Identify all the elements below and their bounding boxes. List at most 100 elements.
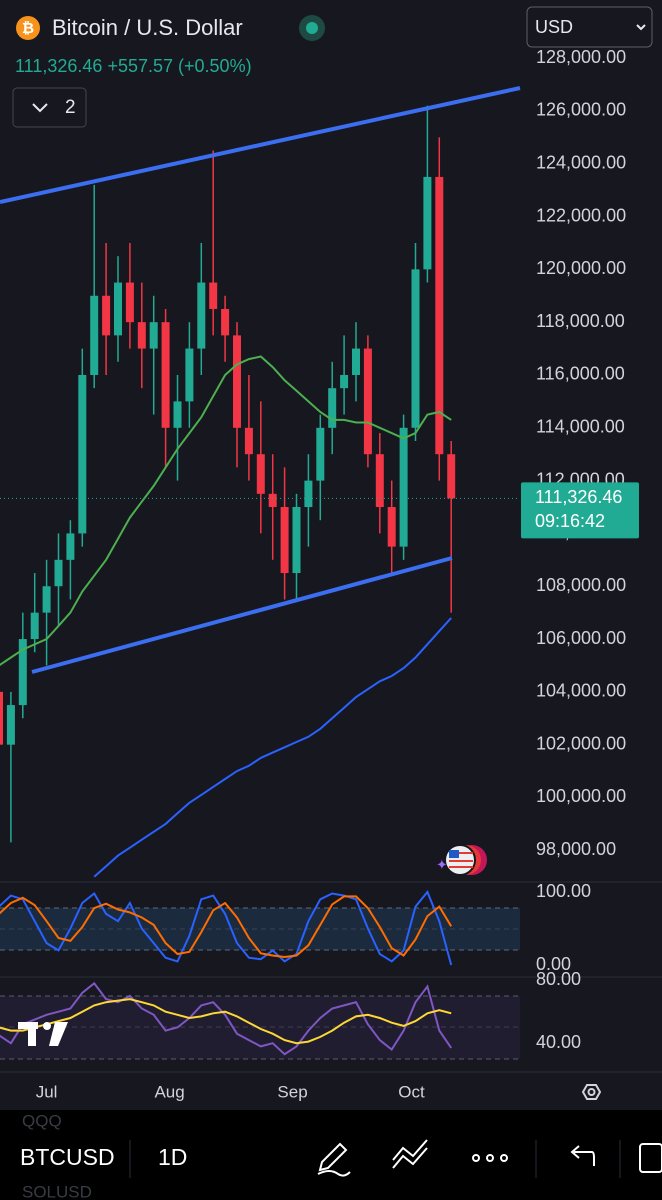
layout-button[interactable]	[639, 1143, 662, 1173]
series-line	[0, 895, 453, 959]
candle-body	[387, 507, 396, 547]
candle-body	[411, 269, 420, 428]
candle-body	[102, 295, 111, 336]
candle-body	[221, 308, 230, 336]
symbol-title: Bitcoin / U.S. Dollar	[52, 15, 243, 40]
candle-body	[375, 454, 384, 508]
y-tick-label: 124,000.00	[536, 152, 626, 172]
candle-body	[447, 454, 456, 499]
y-tick-label: 102,000.00	[536, 733, 626, 753]
y-tick-label: 122,000.00	[536, 205, 626, 225]
candle-body	[244, 427, 253, 455]
series-line	[0, 355, 452, 667]
toolbar-symbol[interactable]: BTCUSD	[20, 1144, 115, 1170]
x-tick-label: Oct	[398, 1082, 425, 1101]
news-icon[interactable]: ✦	[436, 844, 487, 876]
currency-select[interactable]: USD	[526, 6, 653, 48]
bitcoin-icon	[16, 16, 40, 40]
watchlist-ghost: SOLUSD	[22, 1182, 92, 1200]
y-tick-label: 118,000.00	[536, 311, 625, 331]
y-tick-label: 114,000.00	[536, 417, 625, 437]
candle-body	[6, 705, 15, 745]
last-price-label: 111,326.46	[535, 487, 622, 507]
candle-body	[66, 533, 75, 560]
currency-label: USD	[535, 17, 573, 37]
candle-body	[352, 348, 360, 375]
sparkle: ✦	[436, 857, 448, 873]
plot-layer: 98,000.00 100,000.00 102,000.00 104,000.00 1…	[0, 47, 639, 1101]
indicator-count: 2	[65, 97, 76, 118]
toolbar-interval[interactable]: 1D	[158, 1144, 187, 1170]
y-tick-label: 104,000.00	[536, 681, 626, 701]
price-line: 111,326.46 +557.57 (+0.50%)	[15, 56, 252, 76]
series-line	[0, 981, 453, 1056]
candle-body	[304, 480, 313, 508]
candle-body	[137, 322, 146, 349]
undo-button[interactable]	[570, 1145, 595, 1166]
candle-body	[435, 176, 444, 455]
candle-body	[328, 388, 337, 428]
toolbar	[0, 1110, 662, 1200]
last-price: 111,326.46	[15, 56, 102, 76]
logo	[18, 1022, 68, 1046]
y-tick-label: 128,000.00	[536, 47, 626, 67]
x-tick-label: Sep	[277, 1082, 307, 1101]
candle-body	[209, 282, 218, 309]
candle-body	[125, 282, 134, 323]
bitcoin-glyph: ₿	[22, 20, 34, 37]
watchlist-ghost: QQQ	[22, 1111, 62, 1130]
candle-body	[197, 282, 206, 349]
more-button[interactable]	[472, 1154, 508, 1162]
candle-body	[363, 348, 372, 455]
price-change-pct: (+0.50%)	[178, 56, 252, 76]
market-status-dot	[306, 22, 318, 34]
y-tick-label: 98,000.00	[536, 839, 616, 859]
series-line	[0, 998, 452, 1045]
y-tick-label: 0.00	[536, 954, 571, 974]
candle-body	[268, 493, 277, 508]
y-tick-label: 100.00	[536, 881, 591, 901]
y-tick-label: 100,000.00	[536, 786, 626, 806]
settings-button[interactable]	[581, 1084, 602, 1100]
candle-body	[114, 282, 122, 336]
candle-body	[90, 295, 99, 375]
y-tick-label: 126,000.00	[536, 100, 626, 120]
candle-body	[0, 691, 3, 745]
candle-body	[18, 639, 27, 706]
candle-body	[256, 454, 265, 494]
channel-upper-line[interactable]	[0, 86, 521, 204]
candle-body	[280, 507, 289, 574]
y-tick-label: 120,000.00	[536, 258, 626, 278]
candle-body	[30, 612, 39, 640]
y-tick-label: 108,000.00	[536, 575, 626, 595]
candle-body	[149, 322, 158, 349]
x-tick-label: Aug	[154, 1082, 184, 1101]
candle-body	[78, 374, 87, 534]
last-price-box	[521, 482, 639, 539]
candle-body	[54, 559, 63, 587]
candle-body	[423, 176, 432, 270]
pattern-tool-button[interactable]	[392, 1139, 428, 1169]
candle-body	[399, 427, 408, 547]
candle-body	[173, 401, 182, 428]
candle-body	[233, 335, 241, 428]
y-tick-label: 80.00	[536, 969, 581, 989]
candle-body	[316, 427, 325, 481]
series-line	[0, 890, 453, 966]
candle-body	[161, 322, 170, 428]
candle-body	[292, 507, 301, 574]
y-tick-label: 40.00	[536, 1032, 581, 1052]
candle-body	[185, 348, 194, 402]
indicator-toggle[interactable]: 2	[12, 87, 87, 128]
candle-body	[340, 374, 349, 389]
y-tick-label: 106,000.00	[536, 628, 626, 648]
candle-body	[42, 586, 51, 613]
channel-lower-line[interactable]	[31, 556, 453, 674]
price-change: +557.57	[107, 56, 173, 76]
y-tick-label: 116,000.00	[536, 364, 625, 384]
series-line	[93, 617, 452, 878]
x-tick-label: Jul	[36, 1082, 58, 1101]
draw-tool-button[interactable]	[317, 1142, 351, 1177]
